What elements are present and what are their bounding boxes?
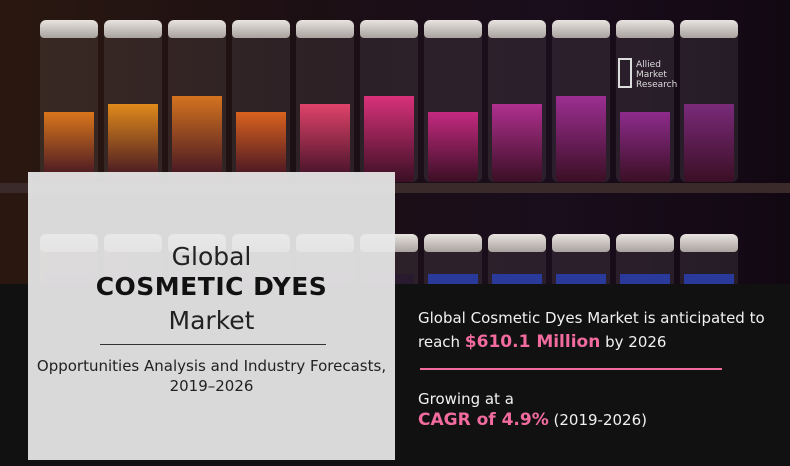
logo-line: Research bbox=[636, 80, 678, 90]
allied-market-research-logo: Allied Market Research bbox=[618, 58, 678, 90]
jar bbox=[104, 20, 162, 182]
jar bbox=[40, 20, 98, 182]
jar bbox=[488, 20, 546, 182]
jar bbox=[680, 234, 738, 284]
market-value: $610.1 Million bbox=[464, 332, 601, 352]
jar bbox=[424, 20, 482, 182]
logo-line: Allied bbox=[636, 60, 661, 70]
jar bbox=[616, 20, 674, 182]
growth-prefix: Growing at a bbox=[418, 390, 514, 408]
jar bbox=[616, 234, 674, 284]
jar bbox=[424, 234, 482, 284]
title-global: Global bbox=[171, 242, 252, 271]
jar bbox=[552, 20, 610, 182]
market-statement: Global Cosmetic Dyes Market is anticipat… bbox=[418, 306, 768, 354]
title-panel: Global COSMETIC DYES Market Opportunitie… bbox=[28, 172, 395, 460]
jar bbox=[168, 20, 226, 182]
divider bbox=[100, 344, 326, 345]
cagr-period: (2019-2026) bbox=[553, 411, 647, 429]
logo-line: Market bbox=[636, 70, 667, 80]
page-title: COSMETIC DYES bbox=[95, 272, 328, 301]
jar bbox=[232, 20, 290, 182]
jar bbox=[488, 234, 546, 284]
jar bbox=[680, 20, 738, 182]
jar bbox=[296, 20, 354, 182]
title-market: Market bbox=[168, 306, 255, 335]
shelf bbox=[0, 183, 790, 193]
cagr-statement: CAGR of 4.9% (2019-2026) bbox=[418, 408, 647, 432]
cagr-value: CAGR of 4.9% bbox=[418, 410, 549, 430]
subtitle: Opportunities Analysis and Industry Fore… bbox=[36, 357, 387, 395]
jar bbox=[552, 234, 610, 284]
logo-icon bbox=[618, 58, 632, 88]
accent-divider bbox=[420, 368, 722, 370]
market-prefix: Global Cosmetic Dyes Market is anticipat… bbox=[418, 309, 765, 351]
market-suffix: by 2026 bbox=[605, 333, 667, 351]
jar bbox=[360, 20, 418, 182]
